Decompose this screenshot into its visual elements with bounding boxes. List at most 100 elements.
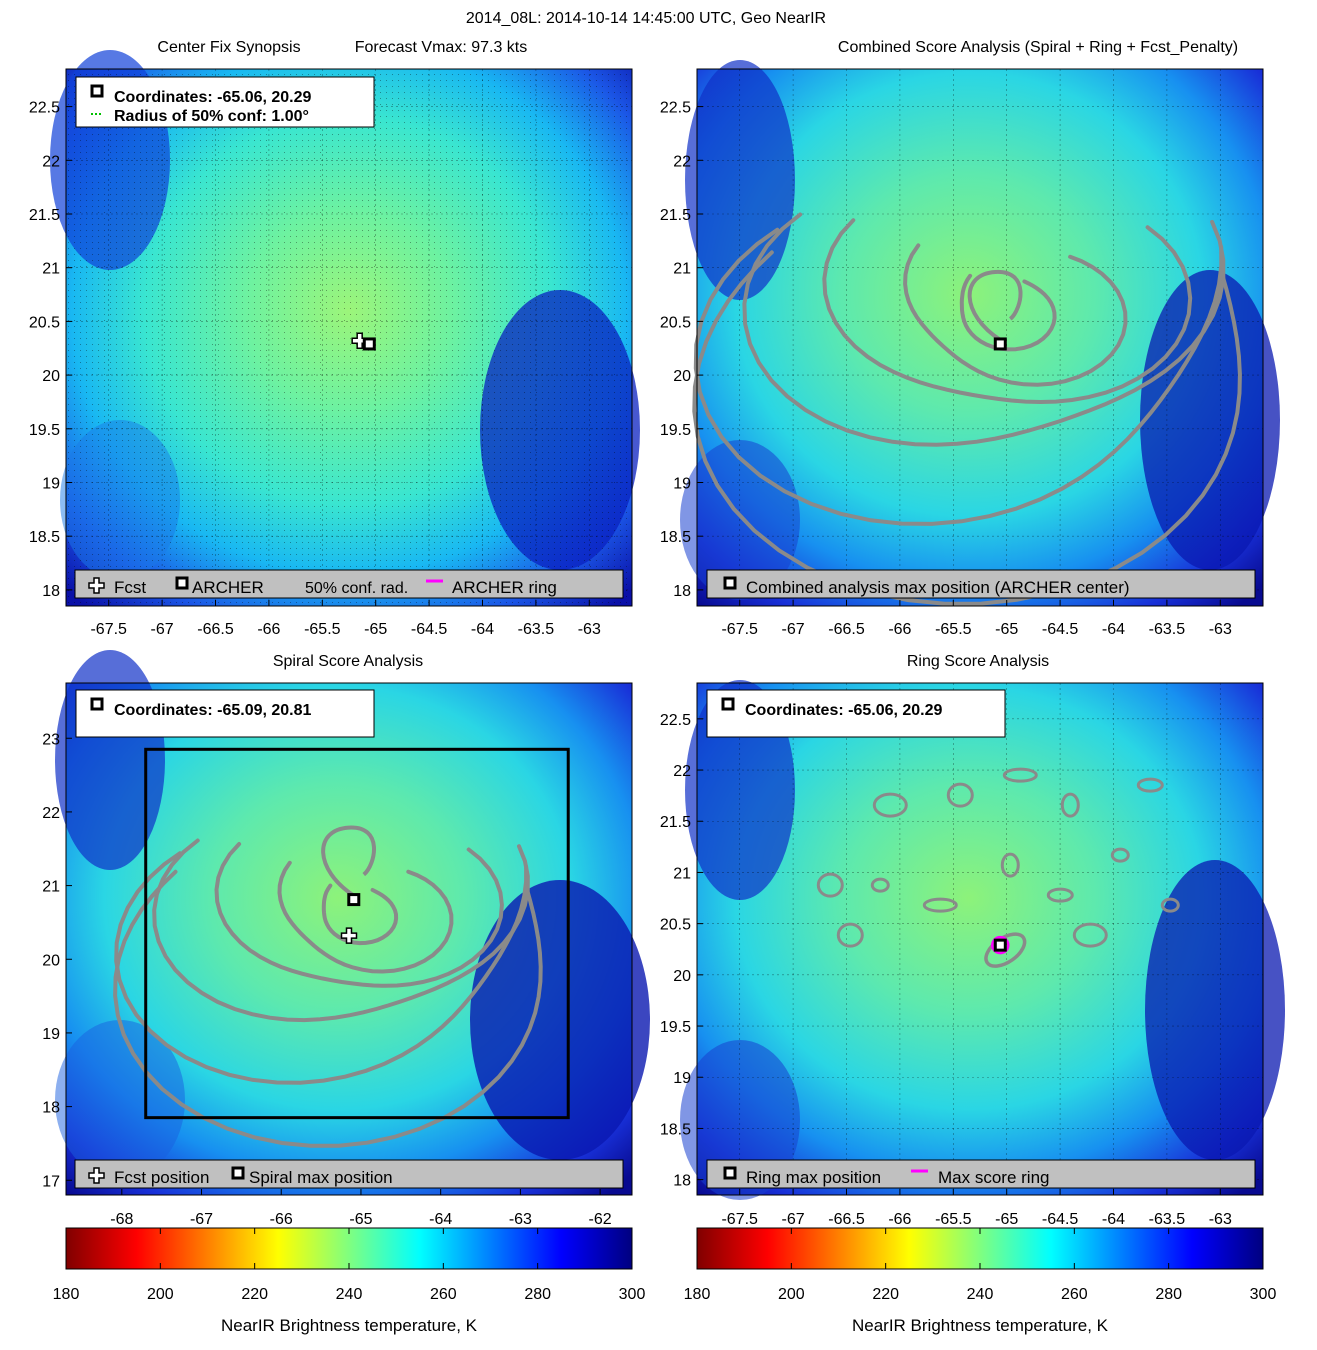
contours bbox=[692, 212, 1242, 606]
x-tick-label: -68 bbox=[110, 1211, 133, 1228]
panel-title: Spiral Score Analysis bbox=[273, 653, 423, 670]
y-tick-label: 18 bbox=[673, 1173, 691, 1190]
x-tick-label: -65.5 bbox=[935, 621, 972, 638]
legend-label: Ring max position bbox=[746, 1168, 881, 1187]
legend-label: ARCHER bbox=[192, 578, 264, 597]
x-tick-label: -63 bbox=[578, 621, 601, 638]
x-tick-label: -67 bbox=[190, 1211, 213, 1228]
contour-line bbox=[903, 243, 1128, 387]
y-tick-label: 22 bbox=[42, 153, 60, 170]
x-tick-label: -67 bbox=[782, 621, 805, 638]
x-tick-label: -65.5 bbox=[304, 621, 341, 638]
y-tick-label: 21.5 bbox=[660, 207, 691, 224]
x-tick-label: -65 bbox=[995, 621, 1018, 638]
contour-line bbox=[1110, 847, 1130, 863]
panel-spiral-score: Spiral Score Analysis -68 -67 -66 -65 -64 -63… bbox=[42, 650, 650, 1228]
info-line: Coordinates: -65.06, 20.29 bbox=[114, 89, 312, 106]
x-tick-label: -64 bbox=[429, 1211, 452, 1228]
x-tick-label: -63 bbox=[509, 1211, 532, 1228]
fcst-legend-marker bbox=[88, 577, 105, 594]
panel-center-fix-synopsis: Center Fix Synopsis Forecast Vmax: 97.3 … bbox=[29, 39, 640, 638]
info-line: Coordinates: -65.06, 20.29 bbox=[745, 702, 943, 719]
info-line: Radius of 50% conf: 1.00° bbox=[114, 108, 309, 125]
x-tick-label: -64.5 bbox=[1042, 1211, 1079, 1228]
colorbar-tick-label: 200 bbox=[778, 1286, 805, 1303]
y-tick-label: 22 bbox=[673, 153, 691, 170]
legend-label: 50% conf. rad. bbox=[305, 580, 408, 597]
x-tick-label: -63 bbox=[1209, 621, 1232, 638]
contour-line bbox=[872, 792, 908, 818]
y-tick-label: 18 bbox=[42, 583, 60, 600]
fcst-marker bbox=[351, 332, 368, 349]
contour-line bbox=[1136, 777, 1164, 793]
y-tick-label: 20.5 bbox=[660, 314, 691, 331]
contour-line bbox=[113, 869, 543, 1148]
colorbar-tick-label: 300 bbox=[1250, 1286, 1277, 1303]
ring-marker bbox=[993, 938, 1007, 952]
info-box: Coordinates: -65.06, 20.29 Radius of 50%… bbox=[75, 76, 375, 128]
ring-legend-marker bbox=[723, 1166, 737, 1180]
x-tick-label: -64 bbox=[1102, 621, 1125, 638]
y-tick-label: 22.5 bbox=[660, 100, 691, 117]
colorbar-tick-label: 180 bbox=[684, 1286, 711, 1303]
ring-legend-marker bbox=[721, 697, 735, 711]
legend-label: ARCHER ring bbox=[452, 578, 557, 597]
panel-ring-score: Ring Score Analysis -67.5 -67 -66.5 -66 -65.… bbox=[660, 653, 1285, 1228]
fcst-marker bbox=[340, 927, 358, 944]
contour-line bbox=[967, 269, 1023, 342]
legend: Ring max position Max score ring bbox=[706, 1159, 1256, 1189]
spiral-marker bbox=[347, 893, 361, 907]
archer-marker bbox=[993, 337, 1007, 351]
y-tick-label: 17 bbox=[42, 1173, 60, 1190]
legend: Fcst position Spiral max position bbox=[74, 1159, 624, 1189]
colorbar-tick-label: 180 bbox=[53, 1286, 80, 1303]
x-tick-label: -67.5 bbox=[721, 1211, 758, 1228]
axes-frame bbox=[696, 68, 1264, 607]
y-tick-label: 20 bbox=[42, 952, 60, 969]
y-tick-label: 18.5 bbox=[660, 1121, 691, 1138]
axes-frame bbox=[696, 682, 1264, 1196]
y-tick-label: 19.5 bbox=[660, 422, 691, 439]
y-tick-label: 19 bbox=[673, 1070, 691, 1087]
y-tick-label: 21.5 bbox=[660, 814, 691, 831]
contour-line bbox=[321, 883, 399, 946]
colorbar-tick-label: 240 bbox=[967, 1286, 994, 1303]
panel-subtitle: Forecast Vmax: 97.3 kts bbox=[355, 39, 528, 56]
x-tick-label: -66.5 bbox=[828, 1211, 865, 1228]
y-tick-label: 18 bbox=[673, 583, 691, 600]
grid-dots bbox=[66, 69, 632, 606]
y-tick-label: 21 bbox=[673, 261, 691, 278]
x-tick-label: -66 bbox=[257, 621, 280, 638]
contour-line bbox=[922, 897, 958, 913]
contour-line bbox=[114, 851, 529, 1085]
x-tick-label: -67.5 bbox=[90, 621, 127, 638]
legend-label: Combined analysis max position (ARCHER c… bbox=[746, 578, 1130, 597]
y-tick-label: 20 bbox=[42, 368, 60, 385]
figure-title: 2014_08L: 2014-10-14 14:45:00 UTC, Geo N… bbox=[466, 10, 826, 27]
y-tick-label: 19.5 bbox=[660, 1019, 691, 1036]
y-tick-label: 18.5 bbox=[660, 529, 691, 546]
x-tick-label: -67.5 bbox=[721, 621, 758, 638]
x-tick-label: -66.5 bbox=[828, 621, 865, 638]
x-tick-label: -66 bbox=[888, 1211, 911, 1228]
legend-label: Spiral max position bbox=[249, 1168, 393, 1187]
x-tick-label: -67 bbox=[151, 621, 174, 638]
y-tick-label: 21 bbox=[42, 261, 60, 278]
archer-legend-marker bbox=[90, 84, 104, 98]
spiral-legend-marker bbox=[231, 1166, 245, 1180]
y-tick-label: 22 bbox=[673, 763, 691, 780]
contour-line bbox=[692, 250, 1242, 606]
contours bbox=[816, 767, 1180, 968]
colorbar-tick-label: 200 bbox=[147, 1286, 174, 1303]
cold-region bbox=[470, 880, 650, 1160]
y-tick-label: 22 bbox=[42, 805, 60, 822]
colorbar-right: 180 200 220 240 260 280 300 NearIR Brightness … bbox=[684, 1227, 1277, 1335]
cold-region bbox=[685, 60, 795, 300]
colorbar-label: NearIR Brightness temperature, K bbox=[852, 1316, 1109, 1335]
contour-line bbox=[1046, 887, 1074, 903]
axes-frame bbox=[65, 682, 633, 1196]
x-tick-label: -66 bbox=[270, 1211, 293, 1228]
archer-legend-marker bbox=[723, 576, 737, 590]
fcst-legend-marker bbox=[88, 1167, 105, 1184]
contour-line bbox=[1160, 897, 1180, 913]
